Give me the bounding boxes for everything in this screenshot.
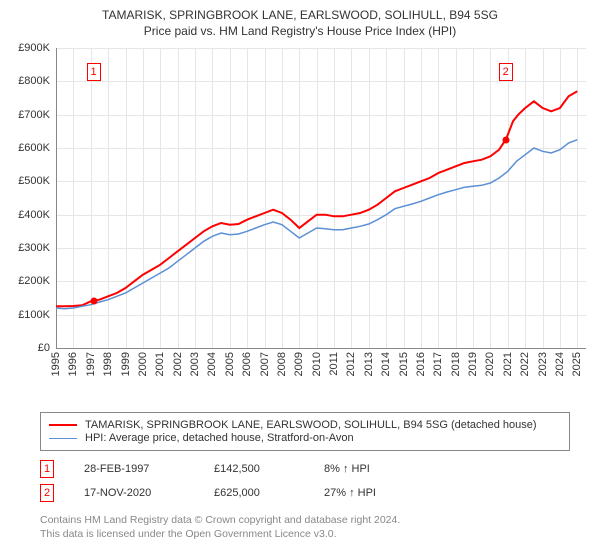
transactions-table: 1 28-FEB-1997 £142,500 8% ↑ HPI 2 17-NOV-2020… <box>40 457 570 505</box>
legend-item: HPI: Average price, detached house, Stra… <box>49 432 561 444</box>
legend-item: TAMARISK, SPRINGBROOK LANE, EARLSWOOD, S… <box>49 419 561 431</box>
legend-label: HPI: Average price, detached house, Stra… <box>85 432 354 444</box>
transaction-row: 2 17-NOV-2020 £625,000 27% ↑ HPI <box>40 481 570 505</box>
transaction-row: 1 28-FEB-1997 £142,500 8% ↑ HPI <box>40 457 570 481</box>
legend-swatch <box>49 424 77 426</box>
transaction-date: 28-FEB-1997 <box>84 463 184 475</box>
marker-dot <box>502 136 509 143</box>
page-title: TAMARISK, SPRINGBROOK LANE, EARLSWOOD, S… <box>10 8 590 22</box>
legend-label: TAMARISK, SPRINGBROOK LANE, EARLSWOOD, S… <box>85 419 537 431</box>
series-property <box>56 91 577 306</box>
legend-swatch <box>49 438 77 439</box>
transaction-marker: 2 <box>40 484 54 502</box>
chart-marker: 2 <box>499 63 513 81</box>
marker-dot <box>90 297 97 304</box>
attribution-footer: Contains HM Land Registry data © Crown c… <box>40 513 570 541</box>
transaction-price: £625,000 <box>214 487 294 499</box>
price-chart: £0£100K£200K£300K£400K£500K£600K£700K£80… <box>0 42 600 402</box>
series-hpi <box>56 140 577 309</box>
transaction-delta: 8% ↑ HPI <box>324 463 370 475</box>
transaction-marker: 1 <box>40 460 54 478</box>
chart-series <box>0 42 600 402</box>
footer-line: Contains HM Land Registry data © Crown c… <box>40 513 570 527</box>
chart-marker: 1 <box>87 63 101 81</box>
header: TAMARISK, SPRINGBROOK LANE, EARLSWOOD, S… <box>0 0 600 42</box>
footer-line: This data is licensed under the Open Gov… <box>40 527 570 541</box>
transaction-delta: 27% ↑ HPI <box>324 487 376 499</box>
legend: TAMARISK, SPRINGBROOK LANE, EARLSWOOD, S… <box>40 412 570 451</box>
transaction-date: 17-NOV-2020 <box>84 487 184 499</box>
page-subtitle: Price paid vs. HM Land Registry's House … <box>10 24 590 38</box>
transaction-price: £142,500 <box>214 463 294 475</box>
